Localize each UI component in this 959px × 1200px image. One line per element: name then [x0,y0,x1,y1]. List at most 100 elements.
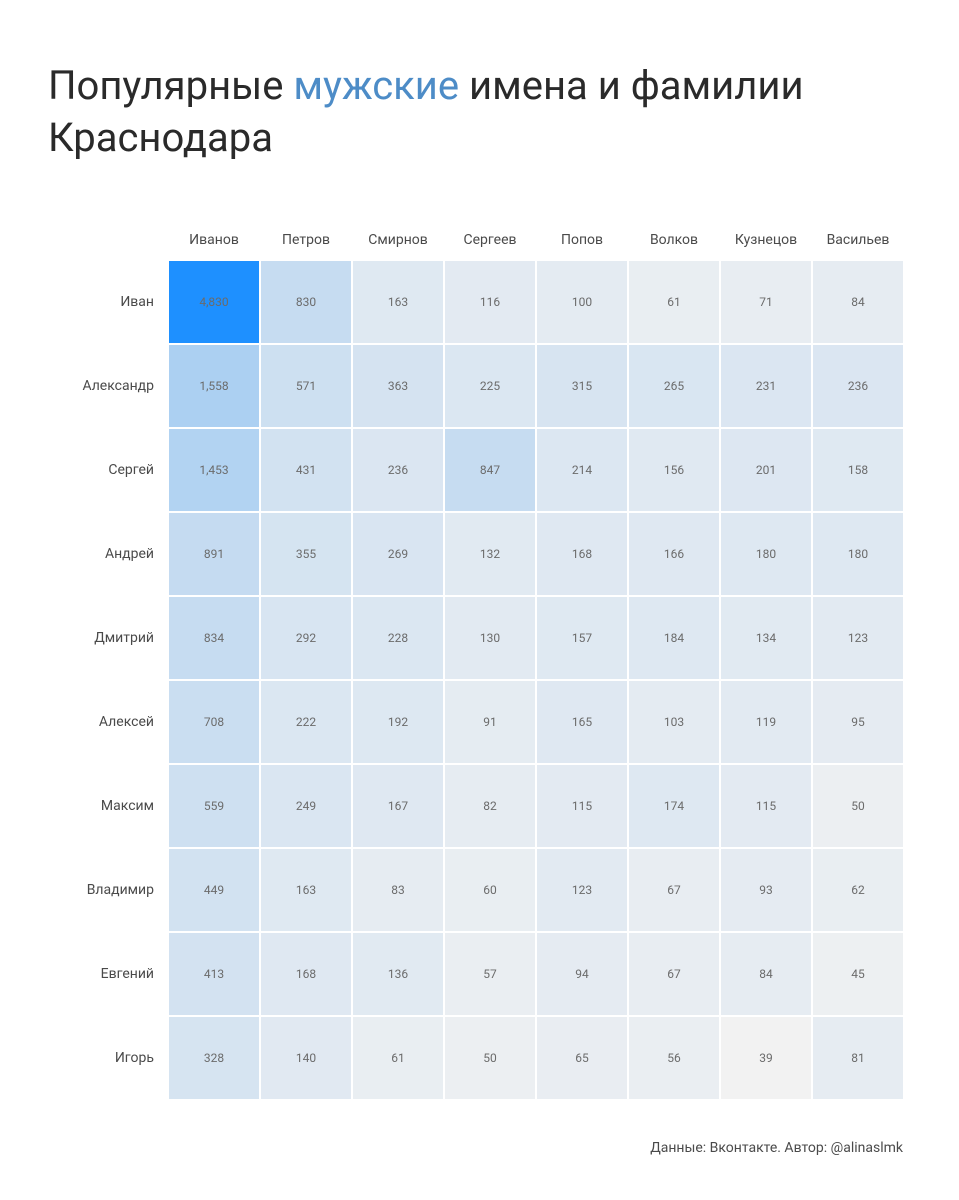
heatmap-cell: 891 [168,512,260,596]
heatmap-cell: 236 [812,344,904,428]
heatmap-cell: 156 [628,428,720,512]
heatmap-cell: 67 [628,848,720,932]
heatmap-cell: 292 [260,596,352,680]
row-header: Сергей [48,428,168,512]
heatmap-cell: 708 [168,680,260,764]
column-header: Сергеев [444,220,536,260]
heatmap-corner [48,220,168,260]
heatmap-cell: 269 [352,512,444,596]
heatmap-cell: 62 [812,848,904,932]
heatmap-cell: 61 [352,1016,444,1100]
heatmap-cell: 192 [352,680,444,764]
row-header: Дмитрий [48,596,168,680]
row-header: Алексей [48,680,168,764]
heatmap-cell: 163 [352,260,444,344]
column-header: Иванов [168,220,260,260]
heatmap-cell: 132 [444,512,536,596]
heatmap-cell: 82 [444,764,536,848]
heatmap-cell: 123 [812,596,904,680]
heatmap-cell: 157 [536,596,628,680]
row-header: Александр [48,344,168,428]
row-header: Игорь [48,1016,168,1100]
heatmap-cell: 57 [444,932,536,1016]
heatmap-cell: 249 [260,764,352,848]
heatmap-cell: 559 [168,764,260,848]
heatmap-cell: 265 [628,344,720,428]
heatmap-cell: 83 [352,848,444,932]
heatmap-cell: 65 [536,1016,628,1100]
heatmap-cell: 1,558 [168,344,260,428]
heatmap-cell: 56 [628,1016,720,1100]
heatmap-cell: 834 [168,596,260,680]
heatmap-cell: 45 [812,932,904,1016]
column-header: Кузнецов [720,220,812,260]
row-header: Максим [48,764,168,848]
heatmap-cell: 413 [168,932,260,1016]
heatmap-cell: 116 [444,260,536,344]
heatmap-cell: 67 [628,932,720,1016]
heatmap-cell: 315 [536,344,628,428]
heatmap-cell: 847 [444,428,536,512]
heatmap-cell: 225 [444,344,536,428]
column-header: Попов [536,220,628,260]
heatmap-cell: 50 [444,1016,536,1100]
title-prefix: Популярные [48,62,293,109]
heatmap-cell: 115 [720,764,812,848]
heatmap-cell: 123 [536,848,628,932]
heatmap-cell: 71 [720,260,812,344]
column-header: Петров [260,220,352,260]
heatmap-cell: 84 [812,260,904,344]
heatmap-cell: 136 [352,932,444,1016]
row-header: Владимир [48,848,168,932]
heatmap: ИвановПетровСмирновСергеевПоповВолковКуз… [48,220,911,1100]
heatmap-cell: 166 [628,512,720,596]
heatmap-cell: 103 [628,680,720,764]
heatmap-cell: 140 [260,1016,352,1100]
heatmap-cell: 449 [168,848,260,932]
heatmap-cell: 180 [812,512,904,596]
heatmap-cell: 180 [720,512,812,596]
heatmap-cell: 236 [352,428,444,512]
heatmap-cell: 130 [444,596,536,680]
heatmap-cell: 4,830 [168,260,260,344]
heatmap-cell: 1,453 [168,428,260,512]
heatmap-cell: 158 [812,428,904,512]
heatmap-cell: 165 [536,680,628,764]
column-header: Смирнов [352,220,444,260]
heatmap-cell: 222 [260,680,352,764]
heatmap-cell: 168 [536,512,628,596]
title-accent: мужские [293,62,459,109]
heatmap-cell: 81 [812,1016,904,1100]
heatmap-cell: 214 [536,428,628,512]
heatmap-cell: 830 [260,260,352,344]
heatmap-cell: 168 [260,932,352,1016]
heatmap-cell: 93 [720,848,812,932]
heatmap-cell: 134 [720,596,812,680]
footer-credit: Данные: Вконтакте. Автор: @alinaslmk [48,1140,911,1156]
heatmap-cell: 328 [168,1016,260,1100]
heatmap-cell: 184 [628,596,720,680]
column-header: Волков [628,220,720,260]
column-header: Васильев [812,220,904,260]
heatmap-cell: 228 [352,596,444,680]
heatmap-cell: 91 [444,680,536,764]
row-header: Евгений [48,932,168,1016]
heatmap-cell: 95 [812,680,904,764]
heatmap-cell: 363 [352,344,444,428]
heatmap-cell: 231 [720,344,812,428]
heatmap-cell: 431 [260,428,352,512]
heatmap-cell: 201 [720,428,812,512]
heatmap-cell: 94 [536,932,628,1016]
heatmap-cell: 115 [536,764,628,848]
row-header: Иван [48,260,168,344]
page-title: Популярные мужские имена и фамилии Красн… [48,60,911,164]
heatmap-cell: 61 [628,260,720,344]
heatmap-cell: 571 [260,344,352,428]
heatmap-cell: 100 [536,260,628,344]
heatmap-cell: 163 [260,848,352,932]
heatmap-cell: 355 [260,512,352,596]
heatmap-cell: 60 [444,848,536,932]
heatmap-cell: 39 [720,1016,812,1100]
heatmap-cell: 174 [628,764,720,848]
heatmap-cell: 50 [812,764,904,848]
